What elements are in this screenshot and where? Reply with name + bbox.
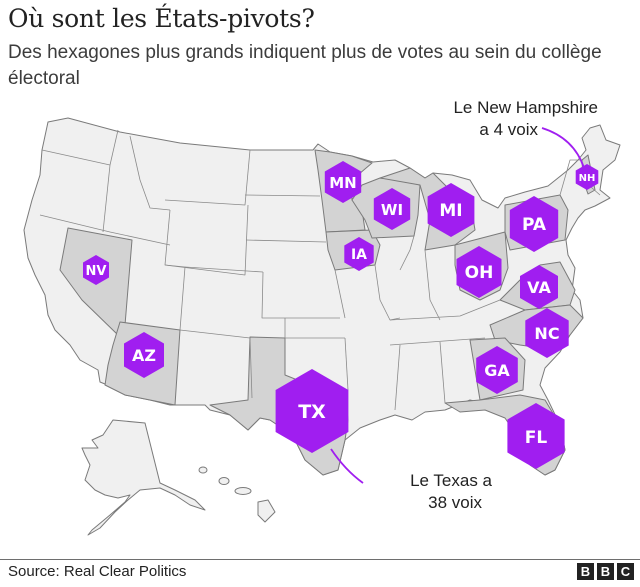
hex-nh[interactable]: NH [575,164,599,190]
svg-text:AZ: AZ [132,346,156,365]
chart-subtitle: Des hexagones plus grands indiquent plus… [8,42,602,89]
hex-oh[interactable]: OH [456,246,502,298]
tx-leader-line [330,448,364,484]
svg-text:PA: PA [522,215,547,235]
svg-text:TX: TX [298,401,326,423]
nh-annotation-line2: a 4 voix [479,120,538,139]
hex-nc[interactable]: NC [525,308,569,358]
svg-text:MN: MN [329,174,356,192]
hex-pa[interactable]: PA [509,196,559,252]
source-text: Source: Real Clear Politics [8,563,187,580]
hex-tx[interactable]: TX [275,369,349,453]
nh-annotation-line1: Le New Hampshire [453,98,598,117]
hex-wi[interactable]: WI [373,188,411,230]
tx-annotation-line1: Le Texas a [410,471,492,490]
svg-text:IA: IA [351,247,367,263]
hex-mn[interactable]: MN [324,161,362,203]
hex-az[interactable]: AZ [124,332,164,378]
bbc-logo-c: C [617,563,634,580]
hex-va[interactable]: VA [520,265,558,309]
svg-text:NH: NH [579,173,596,184]
svg-text:FL: FL [525,428,548,448]
hex-fl[interactable]: FL [507,403,565,469]
bbc-logo-b2: B [597,563,614,580]
chart-title: Où sont les États-pivots? [8,4,315,33]
svg-text:WI: WI [381,201,403,219]
bbc-logo-b1: B [577,563,594,580]
hex-ia[interactable]: IA [344,237,374,271]
hex-nv[interactable]: NV [83,255,109,285]
svg-text:NV: NV [86,264,107,279]
footer-divider [0,559,640,560]
hawaii [198,466,276,523]
svg-text:VA: VA [527,278,551,297]
tx-annotation: Le Texas a 38 voix [352,470,492,514]
bbc-logo: B B C [577,563,634,580]
nh-leader-line [541,127,585,169]
svg-text:OH: OH [465,263,494,283]
svg-text:GA: GA [484,361,510,380]
nh-annotation: Le New Hampshire a 4 voix [398,97,598,141]
tx-annotation-line2: 38 voix [428,493,482,512]
alaska [81,419,206,536]
hex-mi[interactable]: MI [427,183,475,237]
svg-text:MI: MI [439,201,462,221]
hex-ga[interactable]: GA [476,346,518,394]
svg-text:NC: NC [534,324,559,343]
